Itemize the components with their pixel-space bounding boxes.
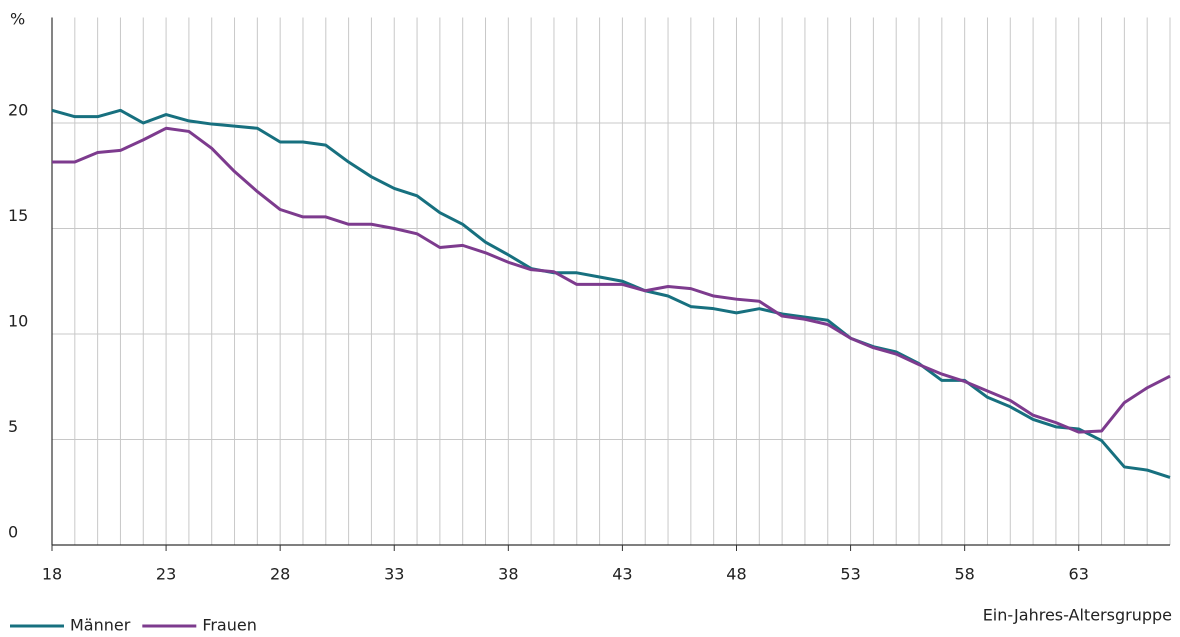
x-tick-label: 28 [270, 565, 290, 584]
series-line [51, 108, 1171, 479]
y-tick-label: 10 [8, 312, 28, 331]
x-axis-label: Ein-Jahres-Altersgruppe [983, 606, 1172, 625]
x-tick-label: 63 [1069, 565, 1089, 584]
x-tick-label: 23 [156, 565, 176, 584]
x-tick-label: 33 [384, 565, 404, 584]
x-tick-label: 48 [726, 565, 746, 584]
x-tick-label: 38 [498, 565, 518, 584]
y-tick-label: 0 [8, 523, 18, 542]
legend-label: Frauen [202, 616, 257, 635]
x-tick-label: 53 [840, 565, 860, 584]
x-tick-label: 43 [612, 565, 632, 584]
y-tick-label: 15 [8, 206, 28, 225]
legend-label: Männer [70, 616, 131, 635]
x-tick-label: 58 [954, 565, 974, 584]
y-tick-label: 20 [8, 101, 28, 120]
y-axis-label: % [10, 10, 25, 29]
y-tick-label: 5 [8, 417, 18, 436]
x-tick-label: 18 [42, 565, 62, 584]
series-line [52, 126, 1171, 434]
